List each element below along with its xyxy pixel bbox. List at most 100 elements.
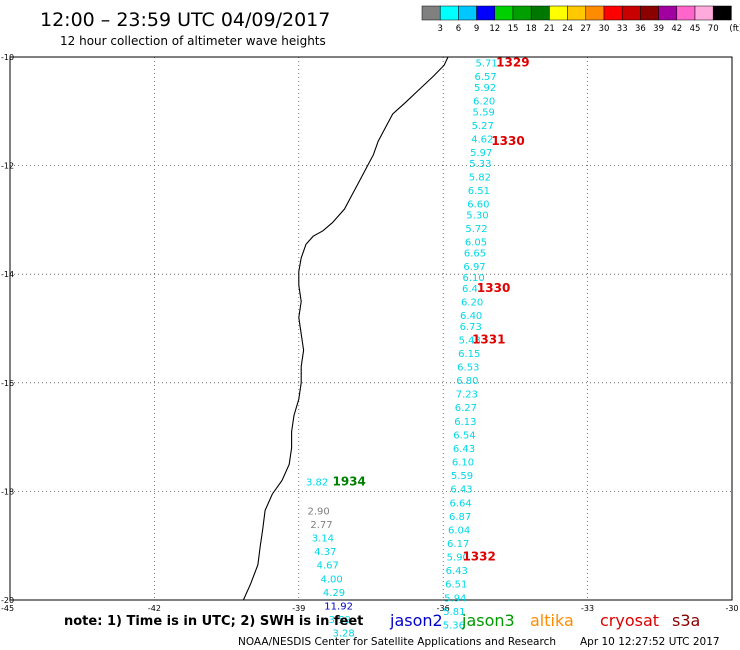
colorbar-label: 15: [508, 24, 519, 34]
y-tick-label: -10: [1, 53, 14, 62]
colorbar-swatch: [421, 5, 441, 21]
chart-title: 12:00 – 23:59 UTC 04/09/2017: [40, 9, 330, 31]
colorbar-swatch: [640, 5, 659, 21]
legend-note: note: 1) Time is in UTC; 2) SWH is in fe…: [64, 614, 363, 629]
wave-height-value: 6.87: [449, 512, 471, 523]
wave-height-value: 6.43: [446, 566, 468, 577]
wave-height-value: 11.92: [324, 601, 353, 612]
colorbar-label: 21: [544, 24, 555, 34]
wave-height-value: 6.57: [474, 72, 496, 83]
wave-height-value: 4.29: [323, 588, 345, 599]
wave-height-value: 5.43: [459, 335, 481, 346]
wave-height-value: 4.62: [471, 134, 493, 145]
colorbar-label: 36: [635, 24, 646, 34]
chart-subtitle: 12 hour collection of altimeter wave hei…: [60, 34, 326, 48]
colorbar-swatch: [585, 5, 605, 21]
colorbar-swatch: [694, 5, 714, 21]
wave-height-value: 5.94: [444, 593, 466, 604]
colorbar-swatch: [458, 5, 477, 21]
wave-height-value: 6.05: [465, 238, 487, 249]
wave-height-values: 5.716.575.926.205.595.274.625.975.335.82…: [306, 58, 498, 639]
satellite-legend-jason3: jason3: [461, 611, 515, 630]
colorbar-label: 70: [708, 24, 719, 34]
x-tick-label: -36: [437, 604, 450, 613]
colorbar-swatch: [530, 5, 550, 21]
wave-height-value: 6.04: [448, 525, 470, 536]
footer-credit: NOAA/NESDIS Center for Satellite Applica…: [238, 636, 556, 648]
x-tick-label: -33: [581, 604, 594, 613]
wave-height-value: 5.92: [474, 83, 496, 94]
wave-height-value: 7.23: [456, 390, 478, 401]
colorbar-swatch: [603, 5, 623, 21]
wave-height-value: 5.36: [443, 620, 465, 631]
wave-height-value: 5.72: [465, 224, 487, 235]
wave-height-value: 5.71: [475, 58, 497, 69]
y-tick-label: -14: [1, 270, 14, 279]
wave-height-value: 6.41: [462, 284, 484, 295]
wave-height-value: 6.73: [460, 322, 482, 333]
wave-height-value: 3.28: [332, 629, 354, 640]
wave-height-value: 3.82: [306, 478, 328, 489]
y-tick-label: -20: [1, 596, 14, 605]
wave-height-value: 5.59: [451, 471, 473, 482]
colorbar-swatch: [676, 5, 696, 21]
colorbar-unit: (ft): [729, 24, 740, 34]
colorbar-label: 3: [437, 24, 442, 34]
wave-height-value: 6.20: [473, 96, 495, 107]
plot-frame: [9, 56, 733, 601]
wave-height-value: 6.51: [445, 580, 467, 591]
x-tick-label: -39: [292, 604, 305, 613]
wave-height-value: 6.64: [449, 498, 471, 509]
colorbar-swatch: [494, 5, 514, 21]
colorbar-swatch: [512, 5, 532, 21]
colorbar-label: 33: [617, 24, 628, 34]
colorbar-swatch: [549, 5, 568, 21]
wave-height-value: 6.43: [453, 444, 475, 455]
wave-height-value: 6.27: [455, 403, 477, 414]
colorbar-swatch: [567, 5, 587, 21]
wave-height-value: 4.00: [320, 574, 342, 585]
pass-number-label: 1934: [332, 475, 365, 489]
wave-height-value: 6.10: [462, 273, 484, 284]
pass-number-label: 1331: [472, 332, 505, 346]
wave-height-value: 5.97: [470, 148, 492, 159]
satellite-legend-jason2: jason2: [389, 611, 443, 630]
wave-height-value: 3.59: [329, 615, 351, 626]
wave-height-value: 6.10: [452, 458, 474, 469]
pass-number-label: 1330: [477, 281, 510, 295]
pass-number-label: 1330: [491, 134, 524, 148]
satellite-legend: jason2 jason3 altika cryosat s3a: [389, 611, 700, 630]
wave-height-value: 5.82: [469, 172, 491, 183]
colorbar-label: 30: [599, 24, 610, 34]
wave-height-value: 2.90: [307, 506, 329, 517]
satellite-legend-altika: altika: [530, 611, 574, 630]
wave-height-value: 6.43: [450, 485, 472, 496]
wave-height-value: 5.81: [443, 607, 465, 618]
wave-height-value: 4.37: [314, 547, 336, 558]
wave-height-value: 5.59: [473, 107, 495, 118]
wave-height-value: 6.60: [467, 200, 489, 211]
wave-height-value: 4.67: [317, 561, 339, 572]
wave-height-value: 6.40: [460, 311, 482, 322]
pass-labels: 1329 1330 1330 1331 1332 1934: [332, 55, 529, 563]
colorbar-swatch: [621, 5, 641, 21]
y-tick-label: -12: [1, 162, 14, 171]
wave-height-value: 6.20: [461, 297, 483, 308]
wave-height-value: 6.13: [454, 417, 476, 428]
wave-height-value: 6.80: [456, 376, 478, 387]
wave-height-value: 6.53: [457, 363, 479, 374]
colorbar-label: 42: [671, 24, 682, 34]
colorbar-label: 45: [690, 24, 701, 34]
wave-height-value: 6.97: [463, 262, 485, 273]
colorbar-label: 27: [580, 24, 591, 34]
axis-labels: -10 -12 -14 -16 -18 -20 -42 -39 -36 -33 -30 -45: [1, 53, 739, 613]
wave-height-value: 5.90: [447, 553, 469, 564]
coastline: [242, 56, 449, 601]
x-tick-label: -30: [725, 604, 738, 613]
wave-height-value: 5.33: [469, 159, 491, 170]
y-tick-label: -16: [1, 379, 14, 388]
colorbar-label: 18: [526, 24, 537, 34]
colorbar-label: 39: [653, 24, 664, 34]
colorbar-label: 24: [562, 24, 573, 34]
x-corner-label: -45: [1, 604, 14, 613]
